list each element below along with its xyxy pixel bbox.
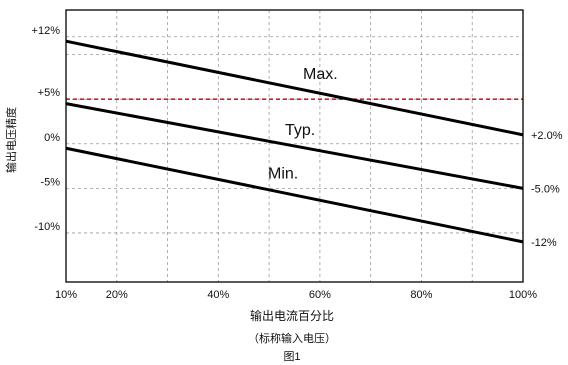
tick-label-layer: 10% 20% 40% 60% 80% 100% +12% +5% 0% -5% -10% bbox=[32, 25, 538, 301]
figure-caption: 图1 bbox=[283, 350, 300, 363]
x-axis-note: （标称输入电压） bbox=[248, 331, 336, 345]
series-end-label-max: +2.0% bbox=[531, 130, 563, 142]
series-end-label-min: -12% bbox=[531, 237, 557, 249]
y-tick-label-0: +12% bbox=[32, 25, 61, 37]
x-tick-label-0: 10% bbox=[55, 289, 77, 301]
series-line-min bbox=[65, 146, 524, 244]
y-tick-label-3: -5% bbox=[40, 176, 60, 188]
y-tick-label-4: -10% bbox=[34, 221, 60, 233]
series-line-typ bbox=[65, 102, 524, 190]
x-tick-label-4: 80% bbox=[410, 289, 432, 301]
y-tick-label-2: 0% bbox=[44, 132, 60, 144]
series-label-layer: Max. +2.0% Typ. -5.0% Min. -12% bbox=[268, 66, 563, 249]
series-name-max: Max. bbox=[303, 66, 338, 83]
x-axis-label: 输出电流百分比 bbox=[250, 308, 334, 323]
x-tick-label-1: 20% bbox=[106, 289, 128, 301]
x-tick-label-2: 40% bbox=[207, 289, 229, 301]
x-tick-label-5: 100% bbox=[509, 289, 537, 301]
y-tick-label-1: +5% bbox=[38, 87, 61, 99]
series-name-typ: Typ. bbox=[285, 122, 315, 139]
series-layer bbox=[65, 39, 524, 244]
x-tick-label-3: 60% bbox=[309, 289, 331, 301]
plot-frame bbox=[65, 9, 524, 283]
series-name-min: Min. bbox=[268, 166, 298, 183]
series-line-max bbox=[65, 39, 524, 137]
y-axis-label: 输出电压精度 bbox=[4, 107, 18, 173]
series-end-label-typ: -5.0% bbox=[531, 183, 560, 195]
